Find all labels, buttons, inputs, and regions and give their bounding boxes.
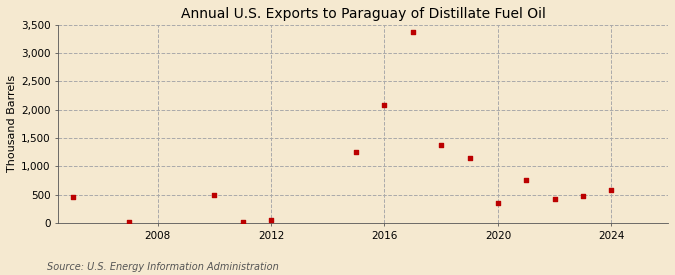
Point bbox=[578, 194, 589, 199]
Point bbox=[209, 193, 220, 197]
Title: Annual U.S. Exports to Paraguay of Distillate Fuel Oil: Annual U.S. Exports to Paraguay of Disti… bbox=[181, 7, 545, 21]
Point bbox=[351, 150, 362, 154]
Point bbox=[408, 29, 418, 34]
Point bbox=[549, 197, 560, 201]
Text: Source: U.S. Energy Information Administration: Source: U.S. Energy Information Administ… bbox=[47, 262, 279, 272]
Point bbox=[436, 143, 447, 148]
Point bbox=[379, 103, 390, 108]
Point bbox=[521, 178, 532, 183]
Point bbox=[493, 200, 504, 205]
Point bbox=[238, 219, 248, 224]
Point bbox=[67, 195, 78, 200]
Point bbox=[606, 188, 617, 192]
Y-axis label: Thousand Barrels: Thousand Barrels bbox=[7, 75, 17, 172]
Point bbox=[464, 156, 475, 160]
Point bbox=[266, 218, 277, 222]
Point bbox=[124, 219, 135, 224]
